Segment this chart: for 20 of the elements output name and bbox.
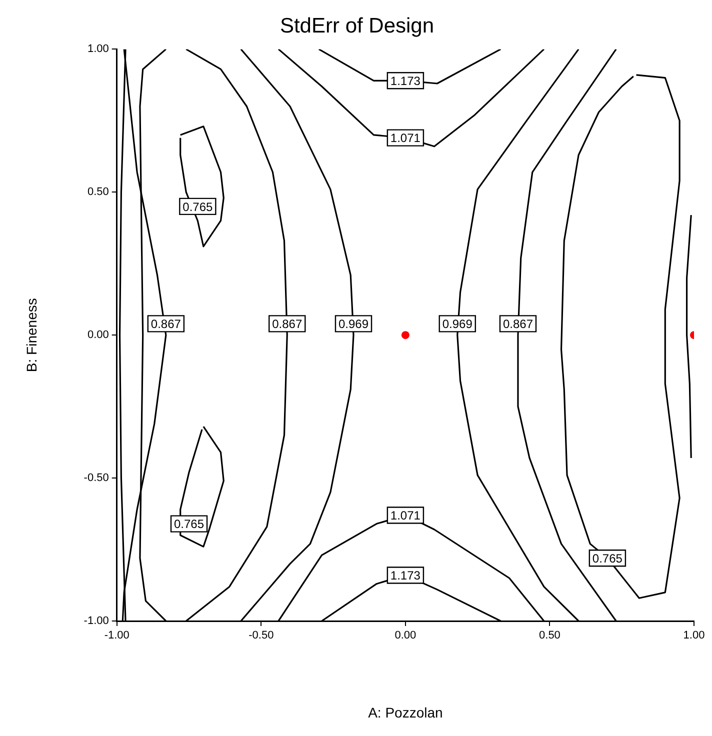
annotation: 0.867	[272, 316, 302, 331]
annotation: 0.867	[150, 316, 182, 331]
x-axis-title: A: Pozzolan	[368, 704, 443, 720]
x-tick-label: 0.50	[539, 630, 560, 642]
annotation: 0.969	[338, 316, 369, 331]
y-tick-label: -0.50	[84, 472, 109, 484]
annotation: 0.867	[502, 316, 534, 331]
y-tick-label: 1.00	[87, 43, 109, 56]
y-axis-title: B: Fineness	[23, 298, 40, 372]
x-tick-label: -0.50	[248, 630, 274, 642]
x-tick-label: 1.00	[683, 630, 705, 642]
annotation: 0.765	[182, 200, 214, 214]
chart-title: StdErr of Design	[280, 14, 434, 38]
y-tick-label: 0.50	[87, 186, 109, 198]
x-tick-label: 0.00	[394, 630, 416, 642]
y-tick-label: 0.00	[87, 329, 109, 342]
annotation: 0.765	[174, 517, 204, 532]
annotation: 0.969	[442, 316, 473, 331]
x-tick-label: -1.00	[104, 630, 130, 642]
y-tick-label: -1.00	[84, 615, 109, 628]
